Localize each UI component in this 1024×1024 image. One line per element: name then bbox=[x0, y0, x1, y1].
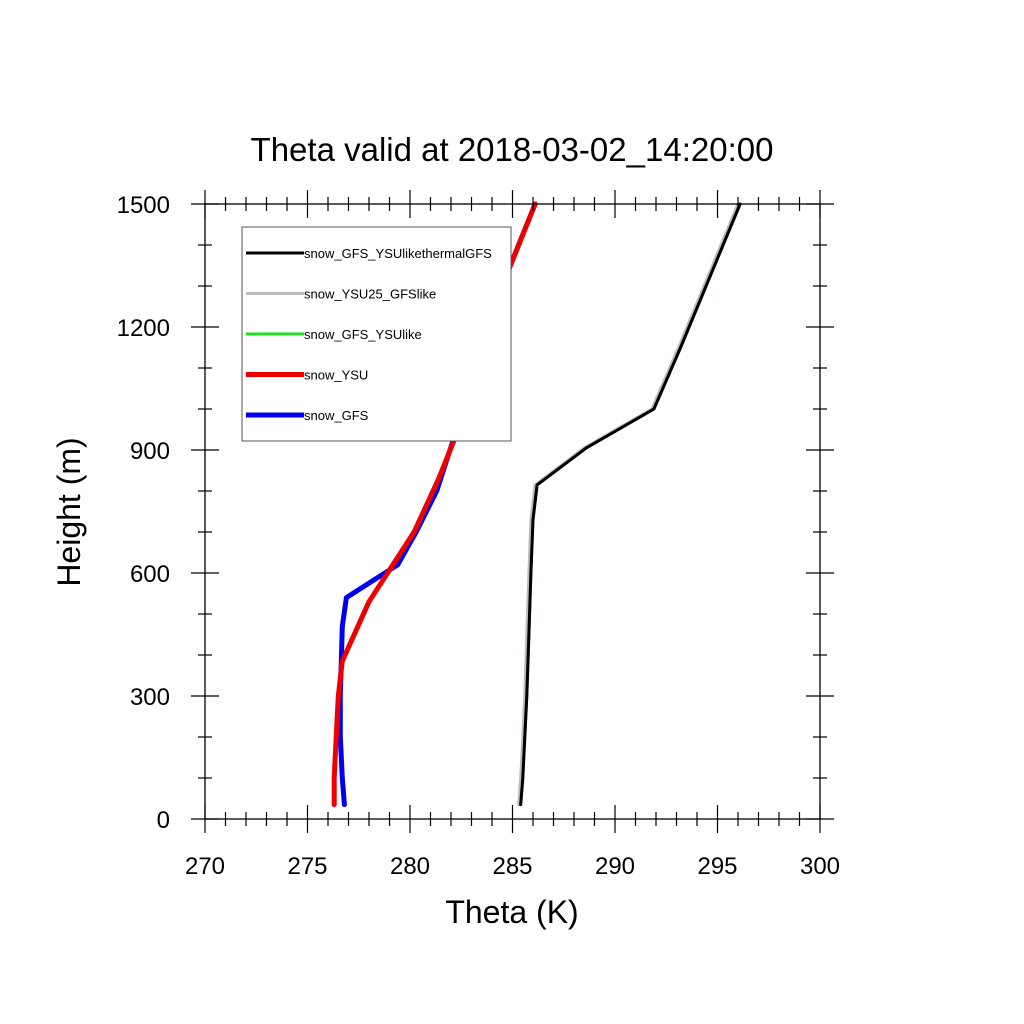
y-tick-label: 900 bbox=[130, 438, 170, 465]
x-tick-label: 275 bbox=[287, 853, 327, 880]
series-line-snow-ysu25-gfslike bbox=[517, 202, 740, 807]
x-axis-label: Theta (K) bbox=[445, 894, 578, 930]
x-tick-label: 270 bbox=[185, 853, 225, 880]
legend-label-snow-ysu: snow_YSU bbox=[304, 368, 368, 383]
y-tick-label: 300 bbox=[130, 684, 170, 711]
legend-label-snow-gfs-ysulike: snow_GFS_YSUlike bbox=[304, 327, 422, 342]
y-tick-labels: 0 300 600 900 1200 1500 bbox=[117, 192, 170, 834]
x-tick-labels: 270 275 280 285 290 295 300 bbox=[185, 853, 840, 880]
y-tick-label: 600 bbox=[130, 561, 170, 588]
legend-label-snow-gfs: snow_GFS bbox=[304, 408, 369, 423]
series-line-snow-gfs-ysulikethermalgfs bbox=[519, 202, 742, 807]
x-tick-label: 300 bbox=[800, 853, 840, 880]
y-tick-label: 0 bbox=[157, 807, 170, 834]
chart-title: Theta valid at 2018-03-02_14:20:00 bbox=[251, 131, 774, 168]
x-tick-label: 290 bbox=[595, 853, 635, 880]
x-tick-label: 295 bbox=[697, 853, 737, 880]
legend-label-snow-gfs-ysulikethermalgfs: snow_GFS_YSUlikethermalGFS bbox=[304, 246, 492, 261]
x-tick-label: 285 bbox=[492, 853, 532, 880]
y-tick-label: 1500 bbox=[117, 192, 170, 219]
legend-label-snow-ysu25-gfslike: snow_YSU25_GFSlike bbox=[304, 287, 436, 302]
x-tick-label: 280 bbox=[390, 853, 430, 880]
plot-frame bbox=[204, 203, 821, 820]
y-tick-label: 1200 bbox=[117, 315, 170, 342]
legend: snow_GFS_YSUlikethermalGFS snow_YSU25_GFS… bbox=[241, 226, 512, 442]
y-axis-label: Height (m) bbox=[51, 437, 87, 586]
